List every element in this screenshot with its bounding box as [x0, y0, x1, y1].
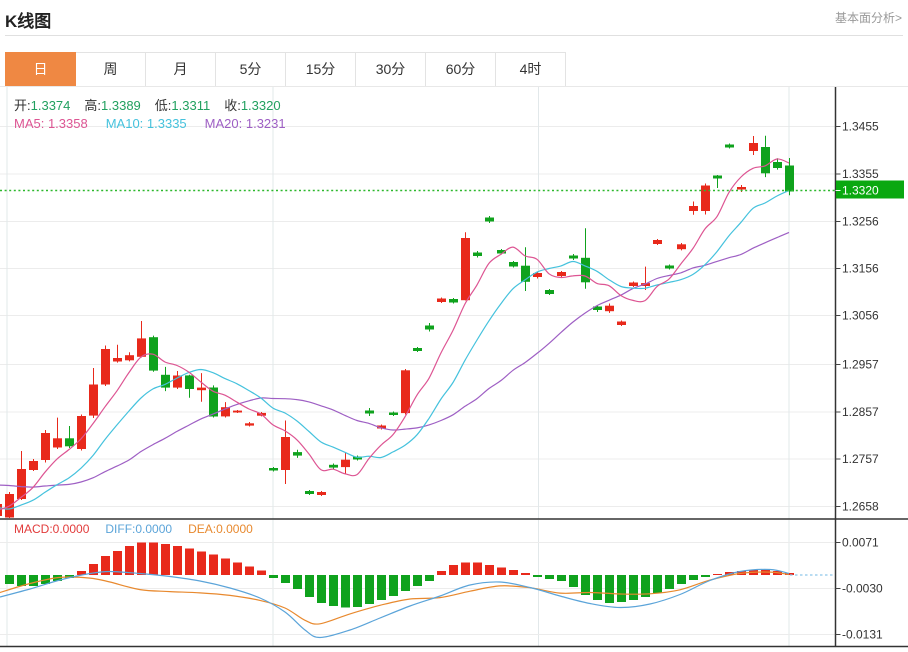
svg-text:1.2957: 1.2957: [842, 358, 879, 372]
svg-text:1.2857: 1.2857: [842, 405, 879, 419]
svg-text:1.3156: 1.3156: [842, 262, 879, 276]
svg-text:-0.0030: -0.0030: [842, 582, 883, 596]
svg-text:1.3355: 1.3355: [842, 167, 879, 181]
svg-text:1.3256: 1.3256: [842, 215, 879, 229]
svg-text:1.3455: 1.3455: [842, 120, 879, 134]
svg-text:1.3056: 1.3056: [842, 309, 879, 323]
svg-text:-0.0131: -0.0131: [842, 628, 883, 642]
svg-text:1.2658: 1.2658: [842, 500, 879, 514]
svg-text:1.2757: 1.2757: [842, 452, 879, 466]
svg-text:0.0071: 0.0071: [842, 536, 879, 550]
svg-text:1.3320: 1.3320: [842, 184, 879, 198]
